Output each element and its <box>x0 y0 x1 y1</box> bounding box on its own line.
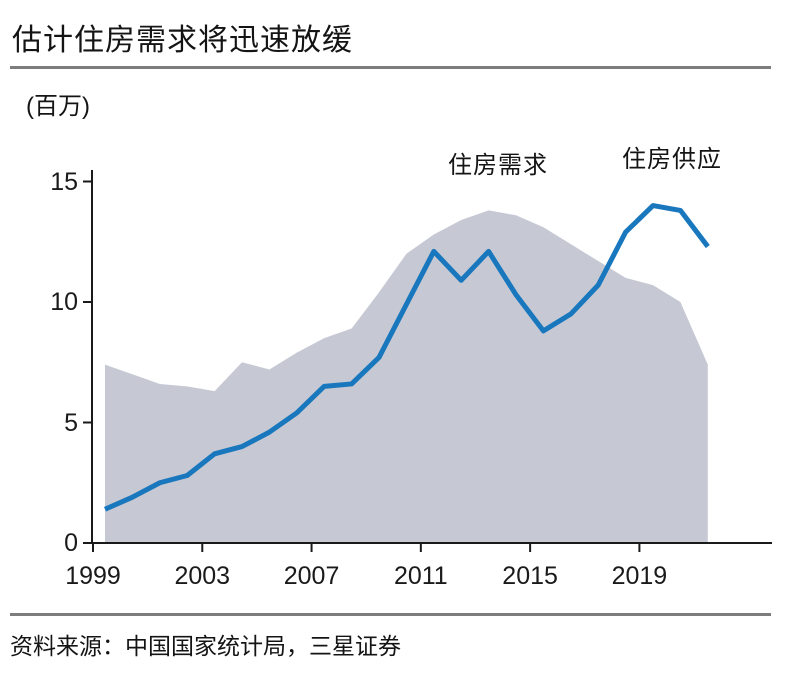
supply-area-group <box>105 210 708 544</box>
x-tick-label: 2011 <box>393 562 448 590</box>
axes-group <box>83 170 772 552</box>
x-tick-label: 2007 <box>283 562 340 590</box>
y-tick-label: 0 <box>64 529 78 557</box>
y-axis-unit-label: (百万) <box>26 93 90 120</box>
y-tick-label: 10 <box>50 288 78 316</box>
series-label-supply: 住房供应 <box>622 146 722 173</box>
source-text: 资料来源：中国国家统计局，三星证券 <box>10 633 401 659</box>
title-rule <box>10 66 771 69</box>
x-tick-label: 2019 <box>611 562 668 590</box>
footer-rule <box>10 613 771 616</box>
y-tick-label: 15 <box>50 167 78 196</box>
supply-area <box>105 210 708 544</box>
demand-line-group <box>103 203 710 512</box>
y-tick-label: 5 <box>64 408 78 437</box>
x-tick-label: 1999 <box>65 562 121 590</box>
series-label-demand: 住房需求 <box>448 152 548 179</box>
demand-line <box>103 203 710 512</box>
x-tick-label: 2015 <box>502 562 558 590</box>
page-title: 估计住房需求将迅速放缓 <box>12 24 353 57</box>
x-tick-label: 2003 <box>174 562 231 590</box>
